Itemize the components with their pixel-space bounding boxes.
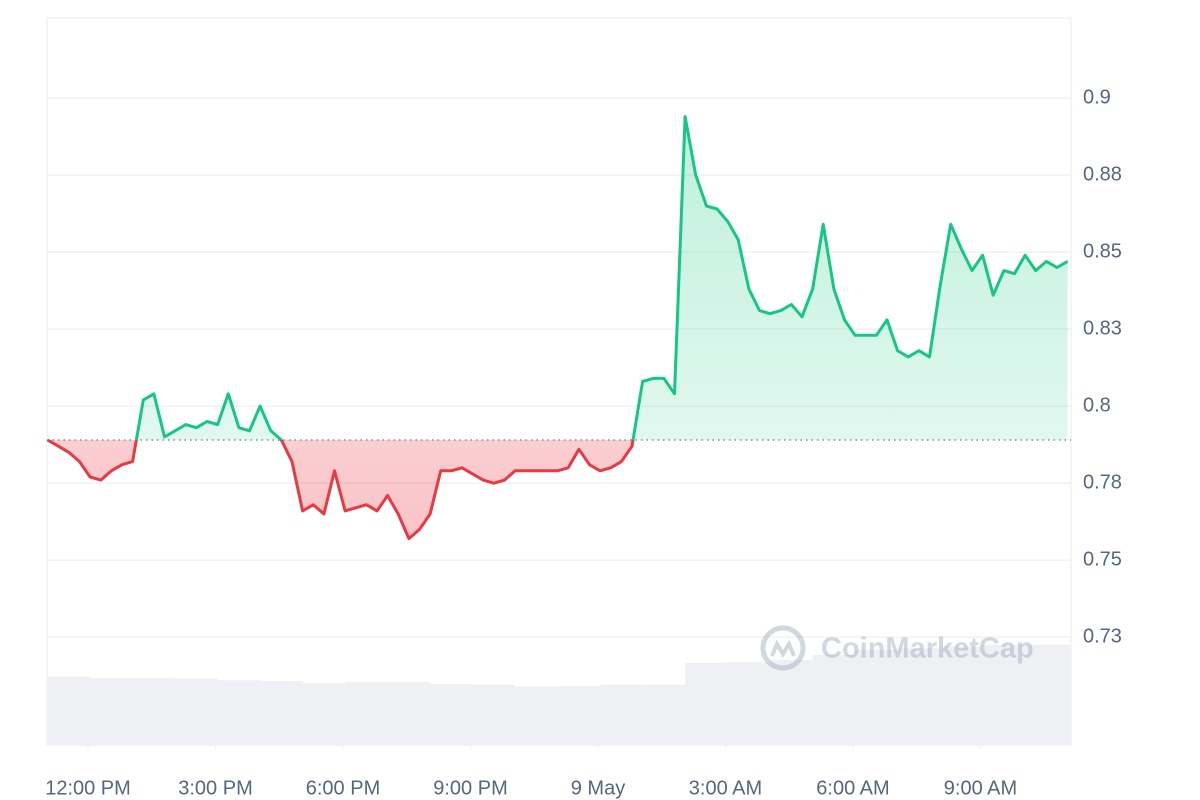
volume-bar [387,681,431,745]
x-tick-label: 6:00 PM [306,777,380,799]
volume-bar [345,681,388,745]
volume-bar [47,676,91,745]
x-tick-label: 9:00 PM [433,777,507,799]
watermark-logo [760,625,806,671]
volume-bar [685,662,728,745]
volume-bar [855,649,898,745]
volume-bar [302,683,346,745]
volume-bar [175,678,218,745]
y-tick-label: 0.83 [1083,317,1122,339]
volume-bar [260,681,303,745]
y-tick-label: 0.78 [1083,471,1122,493]
y-tick-label: 0.88 [1083,163,1122,185]
volume-bar [982,644,1026,745]
volume-bar [90,678,133,745]
price-line-up [47,115,1069,441]
volume-bar [727,662,771,745]
volume-bar [770,659,813,745]
x-tick-label: 9:00 AM [944,777,1017,799]
y-tick-label: 0.8 [1083,394,1111,416]
watermark: CoinMarketCap [760,625,1034,671]
volume-bar [812,654,856,745]
volume-bar [430,683,473,745]
volume-bar [1025,644,1071,745]
y-tick-label: 0.85 [1083,240,1122,262]
volume-bar [642,684,686,745]
x-tick-label: 3:00 AM [689,777,762,799]
x-tick-label: 12:00 PM [45,777,131,799]
y-tick-label: 0.75 [1083,548,1122,570]
y-tick-label: 0.9 [1083,86,1111,108]
price-line-down [46,440,635,541]
axes: 0.73 0.75 0.78 0.8 0.83 0.85 0.88 0.9 12:00 PM 3:… [45,86,1122,799]
volume-bar [557,686,601,745]
area-down [47,440,1068,539]
volume-bar [515,686,558,745]
x-tick-label: 9 May [571,777,625,799]
volume-bar [897,648,941,745]
grid [46,17,1072,745]
y-tick-label: 0.73 [1083,625,1122,647]
volume-bar [940,646,983,745]
x-tick-label: 6:00 AM [816,777,889,799]
volume-bar [217,680,261,745]
volume-bar [472,684,516,745]
plot [46,115,1071,541]
watermark-logo-mark [770,639,796,658]
area-up [47,116,1068,441]
volume-bar [600,684,643,745]
x-tick-label: 3:00 PM [178,777,252,799]
volume-bar [132,678,176,745]
volume-bars [47,644,1071,745]
watermark-text: CoinMarketCap [821,633,1034,665]
